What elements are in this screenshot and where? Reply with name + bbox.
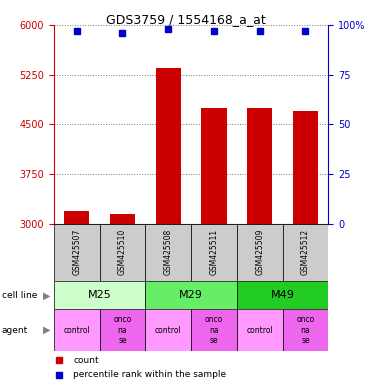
Bar: [54, 281, 145, 309]
Bar: [237, 281, 328, 309]
Bar: [237, 309, 283, 351]
Text: GSM425512: GSM425512: [301, 228, 310, 275]
Bar: [237, 224, 283, 281]
Bar: [64, 210, 89, 224]
Text: GSM425507: GSM425507: [72, 228, 81, 275]
Bar: [54, 309, 99, 351]
Text: control: control: [246, 326, 273, 335]
Bar: [155, 68, 181, 224]
Bar: [99, 309, 145, 351]
Text: GSM425509: GSM425509: [255, 228, 264, 275]
Text: GSM425510: GSM425510: [118, 228, 127, 275]
Text: onco
na
se: onco na se: [113, 315, 132, 345]
Text: M25: M25: [88, 290, 111, 300]
Text: agent: agent: [2, 326, 28, 335]
Bar: [99, 224, 145, 281]
Text: onco
na
se: onco na se: [296, 315, 315, 345]
Text: cell line: cell line: [2, 291, 37, 300]
Text: percentile rank within the sample: percentile rank within the sample: [73, 370, 226, 379]
Text: count: count: [73, 356, 99, 365]
Text: control: control: [63, 326, 90, 335]
Text: M29: M29: [179, 290, 203, 300]
Text: GDS3759 / 1554168_a_at: GDS3759 / 1554168_a_at: [106, 13, 265, 26]
Bar: [54, 224, 99, 281]
Bar: [191, 309, 237, 351]
Text: ▶: ▶: [43, 325, 51, 335]
Text: ▶: ▶: [43, 290, 51, 300]
Text: GSM425511: GSM425511: [210, 228, 219, 275]
Text: GSM425508: GSM425508: [164, 228, 173, 275]
Bar: [110, 214, 135, 224]
Bar: [145, 309, 191, 351]
Bar: [191, 224, 237, 281]
Bar: [247, 108, 272, 224]
Bar: [293, 111, 318, 224]
Bar: [145, 224, 191, 281]
Text: control: control: [155, 326, 181, 335]
Bar: [201, 108, 227, 224]
Text: onco
na
se: onco na se: [205, 315, 223, 345]
Bar: [145, 281, 237, 309]
Bar: [283, 309, 328, 351]
Text: M49: M49: [270, 290, 295, 300]
Bar: [283, 224, 328, 281]
